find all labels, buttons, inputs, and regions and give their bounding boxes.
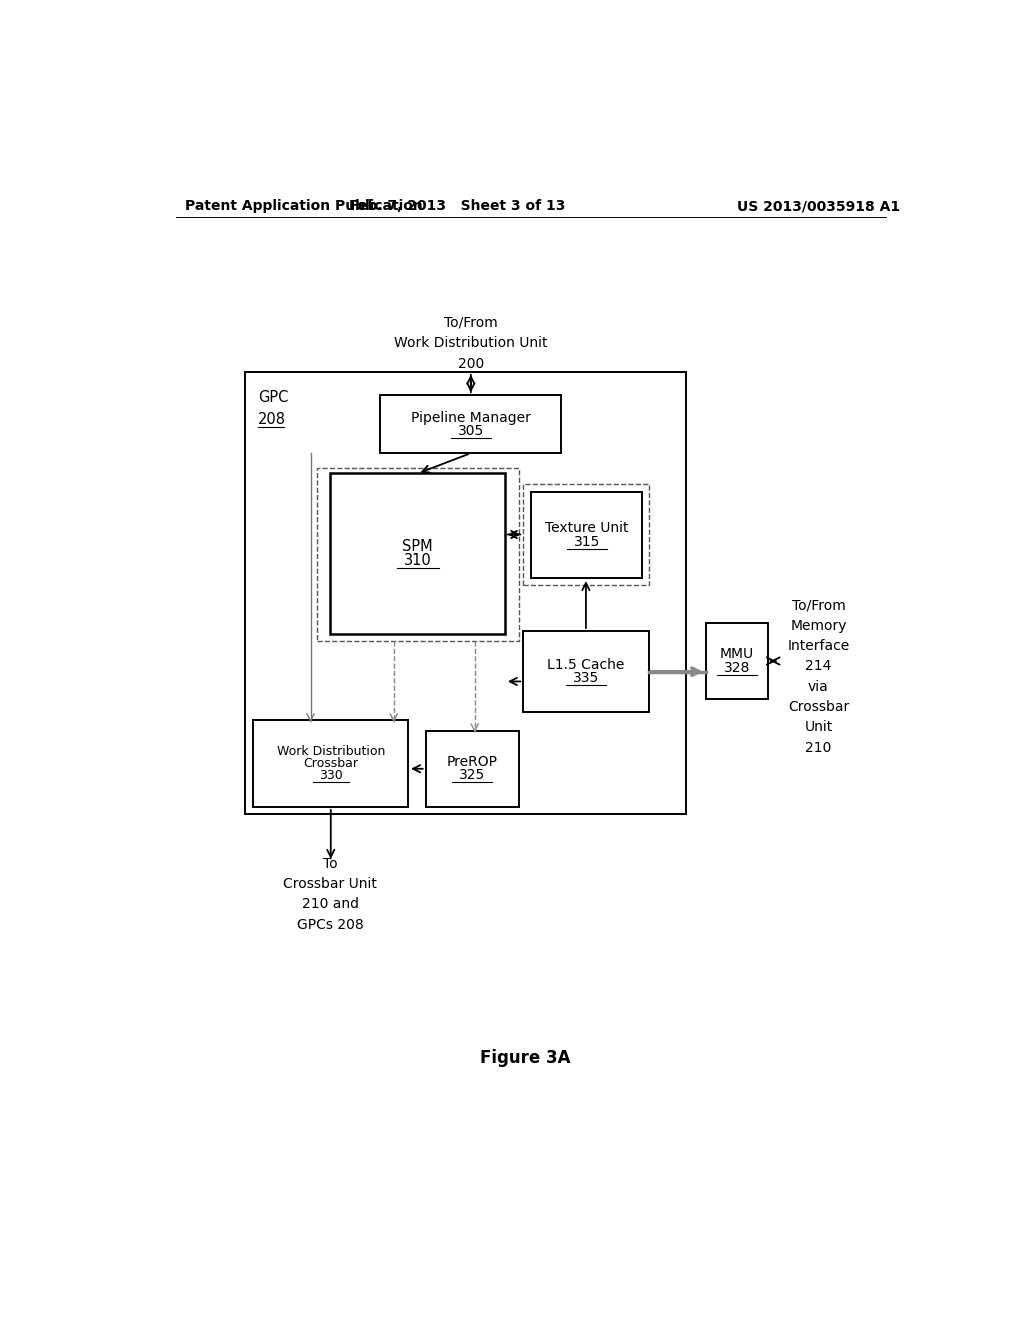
Text: US 2013/0035918 A1: US 2013/0035918 A1 — [737, 199, 900, 213]
Text: Feb. 7, 2013   Sheet 3 of 13: Feb. 7, 2013 Sheet 3 of 13 — [349, 199, 565, 213]
Text: Crossbar: Crossbar — [787, 700, 849, 714]
Text: Work Distribution: Work Distribution — [276, 744, 385, 758]
Text: To/From: To/From — [444, 315, 498, 330]
Text: Interface: Interface — [787, 639, 850, 653]
Text: 325: 325 — [460, 768, 485, 783]
Text: Unit: Unit — [804, 721, 833, 734]
Bar — [331, 474, 505, 634]
Text: MMU: MMU — [720, 647, 754, 661]
Text: L1.5 Cache: L1.5 Cache — [547, 657, 625, 672]
Bar — [316, 469, 519, 642]
Text: Crossbar: Crossbar — [303, 758, 358, 770]
Text: Patent Application Publication: Patent Application Publication — [185, 199, 423, 213]
Text: 208: 208 — [258, 412, 286, 428]
Text: 310: 310 — [403, 553, 431, 569]
Bar — [523, 631, 648, 713]
Text: via: via — [808, 680, 828, 694]
Text: Pipeline Manager: Pipeline Manager — [411, 411, 530, 425]
Text: GPC: GPC — [258, 391, 289, 405]
Text: Work Distribution Unit: Work Distribution Unit — [394, 337, 548, 350]
Text: 328: 328 — [724, 661, 750, 675]
Text: To/From: To/From — [792, 598, 845, 612]
Text: 335: 335 — [572, 672, 599, 685]
Bar — [246, 372, 686, 814]
Text: PreROP: PreROP — [446, 755, 498, 770]
Text: 214: 214 — [805, 660, 831, 673]
Bar — [706, 623, 768, 700]
Text: Memory: Memory — [791, 619, 847, 632]
Bar — [426, 731, 519, 807]
Text: SPM: SPM — [402, 540, 433, 554]
Text: 210: 210 — [805, 741, 831, 755]
Text: 305: 305 — [458, 424, 484, 438]
Bar — [523, 483, 648, 585]
Text: Crossbar Unit: Crossbar Unit — [284, 876, 377, 891]
Text: To: To — [323, 857, 338, 871]
Text: 315: 315 — [573, 535, 600, 549]
Text: Figure 3A: Figure 3A — [479, 1049, 570, 1067]
Bar — [380, 395, 561, 453]
Text: 330: 330 — [318, 770, 343, 783]
Text: Texture Unit: Texture Unit — [545, 521, 629, 536]
Text: GPCs 208: GPCs 208 — [297, 917, 364, 932]
Text: 200: 200 — [458, 356, 484, 371]
Bar — [253, 721, 409, 807]
Bar — [531, 492, 642, 578]
Text: 210 and: 210 and — [302, 898, 358, 911]
